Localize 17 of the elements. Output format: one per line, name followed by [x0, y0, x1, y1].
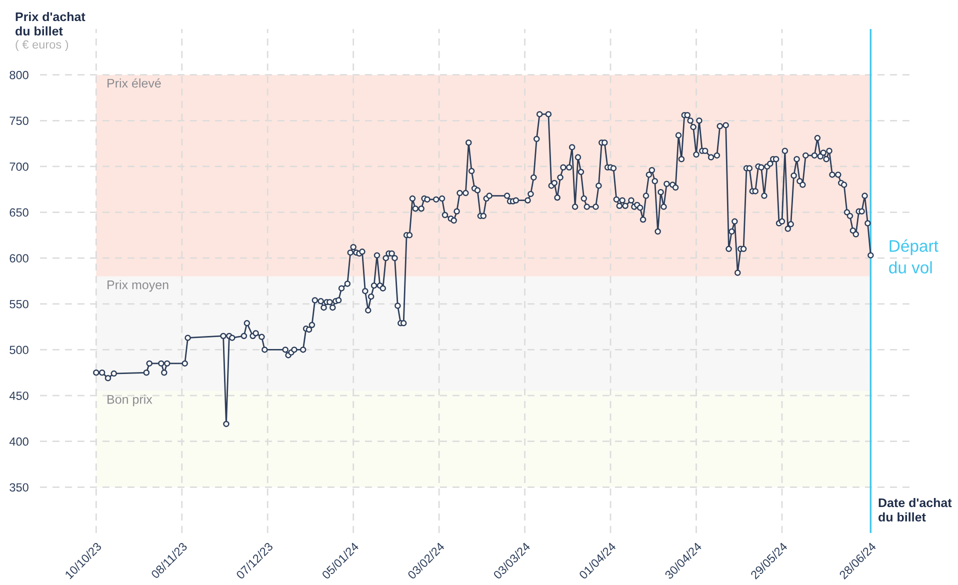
y-axis-title: Prix d'achat du billet: [16, 12, 86, 36]
annotation: ( € euros ): [16, 40, 68, 51]
y-tick-label: 400: [9, 437, 28, 446]
y-tick-label: 500: [10, 346, 28, 354]
ref-line-label: Départ du vol: [889, 239, 938, 274]
band-label: Prix élevé: [108, 78, 161, 88]
y-tick-label: 550: [10, 300, 28, 308]
y-tick-label: 650: [10, 208, 28, 217]
y-tick-label: 600: [10, 254, 28, 262]
y-tick-label: 450: [9, 392, 28, 400]
band-label: Bon prix: [108, 394, 152, 406]
y-tick-label: 700: [10, 162, 28, 171]
x-axis-title: Date d'achat du billet: [878, 498, 952, 522]
y-tick-label: 800: [10, 70, 28, 80]
y-tick-label: 350: [10, 483, 28, 492]
y-tick-label: 750: [10, 116, 28, 126]
band-label: Prix moyen: [108, 280, 168, 292]
